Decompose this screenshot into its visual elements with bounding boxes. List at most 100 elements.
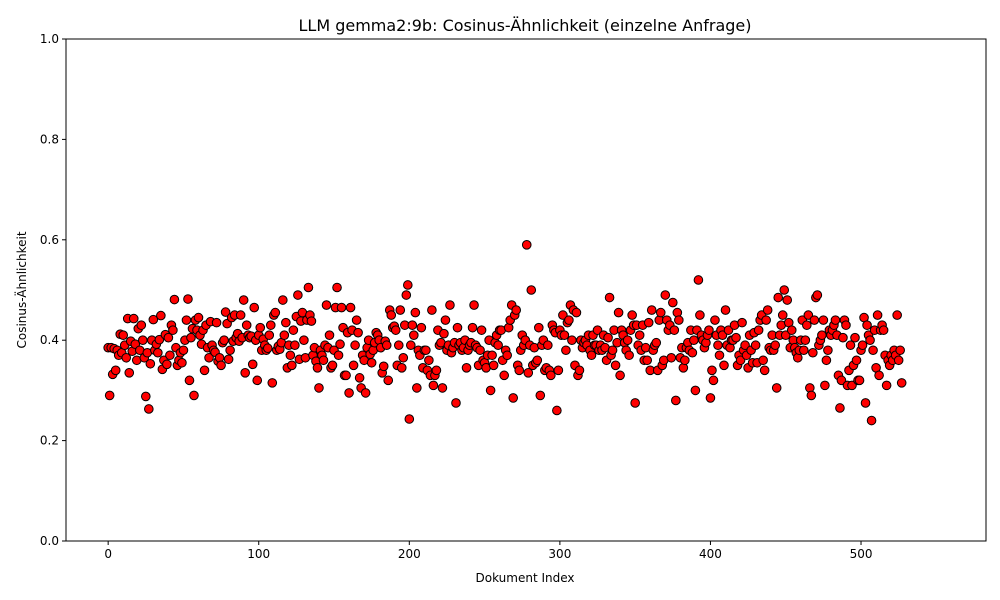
data-point — [421, 345, 431, 356]
data-point — [508, 393, 519, 403]
data-point — [534, 322, 544, 333]
data-point — [124, 368, 135, 378]
data-point — [395, 305, 406, 315]
data-point — [487, 350, 497, 361]
data-point — [270, 307, 281, 318]
data-point — [835, 403, 845, 413]
data-point — [800, 335, 811, 346]
data-point — [178, 345, 189, 356]
data-point — [475, 345, 485, 356]
data-point — [336, 302, 347, 313]
data-point — [235, 310, 246, 320]
data-point — [607, 345, 618, 356]
data-point — [523, 368, 534, 378]
data-point — [314, 383, 324, 393]
data-point — [293, 290, 303, 300]
data-point — [247, 359, 258, 370]
data-point — [574, 365, 585, 376]
data-point — [440, 315, 451, 325]
data-point — [144, 404, 154, 414]
x-axis-label: Dokument Index — [476, 571, 575, 585]
data-point — [836, 375, 847, 386]
data-point — [177, 357, 187, 368]
data-point — [521, 240, 532, 250]
data-point — [439, 328, 449, 339]
data-point — [163, 332, 174, 343]
data-point — [220, 307, 231, 317]
data-point — [704, 325, 714, 335]
data-point — [710, 315, 720, 325]
data-point — [401, 290, 412, 300]
data-point — [841, 320, 851, 330]
data-point — [193, 312, 204, 323]
data-point — [264, 330, 275, 340]
y-tick-label: 0.6 — [40, 233, 59, 247]
data-point — [896, 378, 907, 388]
data-point — [543, 340, 553, 351]
data-point — [666, 352, 677, 363]
data-point — [820, 380, 830, 391]
data-point — [390, 325, 401, 335]
data-point — [851, 355, 862, 366]
data-point — [219, 335, 229, 346]
data-point — [817, 330, 827, 340]
data-point — [381, 340, 392, 351]
data-point — [378, 361, 389, 372]
data-point — [567, 335, 577, 346]
data-point — [403, 280, 413, 290]
data-point — [324, 330, 335, 340]
data-point — [121, 352, 132, 363]
data-point — [782, 295, 793, 305]
data-point — [708, 375, 719, 386]
data-point — [396, 363, 407, 373]
data-point — [199, 365, 210, 376]
data-point — [671, 395, 681, 406]
data-point — [759, 365, 770, 376]
data-point — [511, 305, 522, 315]
data-point — [818, 315, 829, 325]
data-point — [332, 282, 342, 293]
data-point — [409, 330, 419, 340]
data-point — [559, 330, 570, 340]
data-point — [184, 375, 195, 386]
data-point — [211, 317, 222, 328]
data-point — [872, 310, 883, 320]
data-point — [350, 340, 360, 351]
data-point — [643, 317, 654, 328]
data-point — [630, 398, 640, 408]
data-point — [348, 360, 359, 371]
data-point — [615, 370, 625, 381]
data-point — [344, 388, 354, 398]
data-point — [383, 375, 394, 386]
data-point — [750, 340, 761, 351]
data-point — [604, 292, 615, 303]
data-point — [693, 275, 704, 285]
data-point — [412, 383, 422, 393]
data-point — [288, 325, 299, 335]
data-point — [771, 383, 782, 393]
data-point — [499, 370, 509, 381]
data-point — [427, 305, 437, 315]
data-point — [137, 335, 148, 346]
data-point — [290, 340, 300, 351]
data-point — [689, 335, 699, 346]
data-point — [318, 355, 329, 366]
data-point — [162, 359, 172, 370]
data-point — [393, 340, 404, 351]
data-point — [169, 294, 180, 305]
data-point — [622, 335, 633, 346]
data-point — [327, 360, 338, 371]
data-point — [278, 295, 288, 305]
data-point — [186, 332, 196, 343]
data-point — [627, 310, 637, 320]
data-point — [603, 332, 613, 343]
data-point — [128, 313, 139, 324]
data-point — [552, 405, 562, 416]
data-point — [476, 325, 487, 335]
data-point — [306, 316, 317, 326]
data-point — [404, 414, 415, 424]
plot-frame — [65, 38, 987, 542]
data-point — [860, 398, 871, 408]
data-point — [892, 310, 902, 320]
